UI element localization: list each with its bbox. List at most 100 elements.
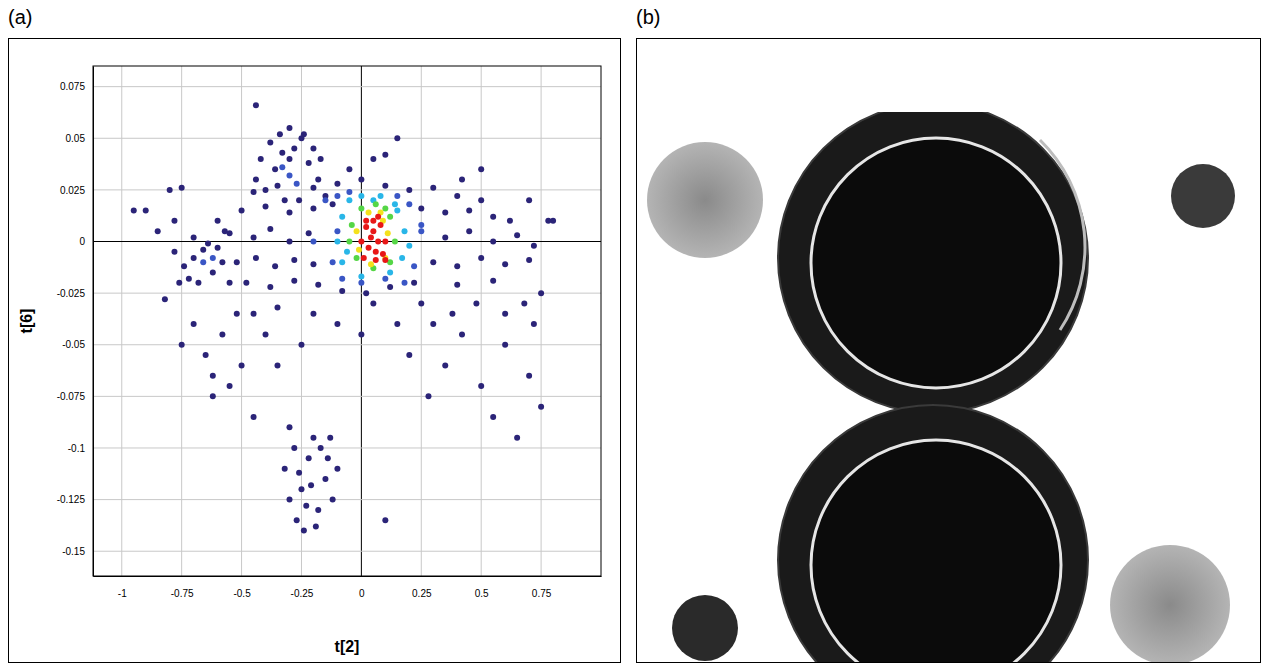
- inner-disk: [811, 138, 1061, 388]
- point: [378, 222, 384, 228]
- point: [234, 259, 240, 265]
- series: [354, 210, 391, 268]
- axis-title-y: t[6]: [18, 309, 35, 334]
- tick: -1: [118, 576, 127, 599]
- point: [327, 435, 333, 441]
- tick-label: -0.15: [62, 546, 85, 557]
- grid-line-y: [93, 138, 601, 139]
- point: [425, 393, 431, 399]
- point: [267, 139, 273, 145]
- point: [251, 234, 257, 240]
- tick-label: -1: [118, 588, 127, 599]
- point: [251, 414, 257, 420]
- point: [418, 300, 424, 306]
- point: [310, 261, 316, 267]
- axis-title-x: t[2]: [335, 638, 360, 655]
- point: [502, 261, 508, 267]
- tick: 0.075: [60, 81, 93, 92]
- point: [325, 455, 331, 461]
- point: [344, 249, 350, 255]
- point: [215, 245, 221, 251]
- point: [275, 305, 281, 311]
- point: [275, 183, 281, 189]
- small-gray-disk: [647, 142, 763, 258]
- point: [387, 214, 393, 220]
- tick-label: 0.025: [60, 185, 85, 196]
- point: [310, 435, 316, 441]
- grid-line-y: [93, 293, 601, 294]
- tick: -0.75: [171, 576, 194, 599]
- point: [286, 172, 292, 178]
- point: [310, 185, 316, 191]
- point: [478, 383, 484, 389]
- point: [296, 197, 302, 203]
- grid-line-y: [93, 499, 601, 500]
- point: [459, 177, 465, 183]
- point: [162, 296, 168, 302]
- point: [210, 255, 216, 261]
- point: [375, 214, 381, 220]
- point: [454, 263, 460, 269]
- panel-label: (b): [636, 6, 660, 28]
- point: [296, 470, 302, 476]
- point: [502, 311, 508, 317]
- point: [361, 255, 367, 261]
- small-gray-disk: [1110, 545, 1230, 662]
- tick-label: 0.75: [532, 588, 552, 599]
- point: [394, 208, 400, 214]
- point: [442, 234, 448, 240]
- point: [155, 228, 161, 234]
- point: [279, 164, 285, 170]
- point: [411, 263, 417, 269]
- point: [253, 255, 259, 261]
- tick-label: 0.5: [475, 588, 489, 599]
- bright-ring: [811, 138, 1061, 388]
- point: [322, 197, 328, 203]
- grid-line-y: [93, 344, 601, 345]
- point: [267, 284, 273, 290]
- point: [406, 187, 412, 193]
- tick: -0.1: [68, 443, 93, 454]
- point: [478, 166, 484, 172]
- point: [454, 282, 460, 288]
- point: [358, 193, 364, 199]
- point: [263, 331, 269, 337]
- point: [334, 321, 340, 327]
- tick-label: 0: [359, 588, 365, 599]
- point: [418, 228, 424, 234]
- point: [531, 321, 537, 327]
- point: [334, 181, 340, 187]
- point: [334, 228, 340, 234]
- point: [286, 156, 292, 162]
- point: [334, 466, 340, 472]
- point: [322, 476, 328, 482]
- side-ring: [1040, 140, 1085, 330]
- figure: (a)-1-0.75-0.5-0.2500.250.50.75-0.15-0.1…: [0, 0, 1270, 665]
- grid-line-y: [93, 86, 601, 87]
- point: [382, 276, 388, 282]
- point: [310, 205, 316, 211]
- point: [181, 263, 187, 269]
- point: [301, 131, 307, 137]
- point: [176, 280, 182, 286]
- point: [310, 239, 316, 245]
- point: [191, 321, 197, 327]
- tick: -0.5: [233, 576, 251, 599]
- tick-label: 0.075: [60, 81, 85, 92]
- point: [394, 193, 400, 199]
- point: [526, 197, 532, 203]
- point: [442, 362, 448, 368]
- panel-label: (a): [8, 6, 32, 28]
- point: [459, 331, 465, 337]
- point: [466, 208, 472, 214]
- point: [286, 497, 292, 503]
- point: [478, 255, 484, 261]
- point: [370, 156, 376, 162]
- point: [363, 218, 369, 224]
- point: [387, 284, 393, 290]
- grid-line-y: [93, 551, 601, 552]
- point: [334, 239, 340, 245]
- point: [550, 218, 556, 224]
- tick-label: -0.25: [291, 588, 314, 599]
- series: [358, 214, 388, 263]
